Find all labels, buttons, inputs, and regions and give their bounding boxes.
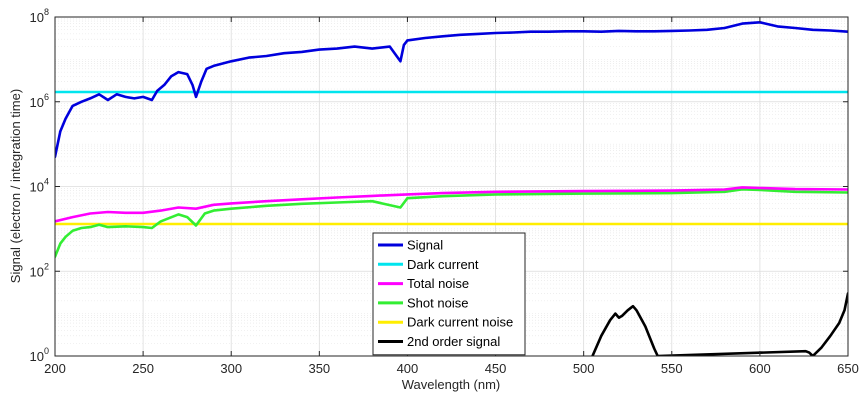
legend: Signal Dark current Total noise Shot noise D… bbox=[372, 232, 526, 356]
x-tick-label: 200 bbox=[44, 361, 66, 376]
y-tick-label: 104 bbox=[30, 177, 49, 195]
series-line-total-noise bbox=[55, 186, 848, 223]
legend-box bbox=[372, 232, 526, 356]
legend-label-total-noise: Total noise bbox=[407, 276, 469, 291]
x-tick-label: 650 bbox=[837, 361, 859, 376]
series-line-shot-noise bbox=[55, 188, 848, 259]
y-tick-label: 108 bbox=[30, 7, 49, 25]
x-axis-label: Wavelength (nm) bbox=[402, 377, 501, 392]
x-tick-label: 250 bbox=[132, 361, 154, 376]
legend-label-dark-current: Dark current bbox=[407, 257, 479, 272]
legend-label-signal: Signal bbox=[407, 238, 443, 253]
x-tick-label: 550 bbox=[661, 361, 683, 376]
x-tick-label: 500 bbox=[573, 361, 595, 376]
y-axis-label: Signal (electron / integration time) bbox=[8, 89, 23, 283]
y-tick-labels: 100 102 104 106 108 bbox=[30, 7, 49, 364]
series-line-signal bbox=[55, 20, 848, 159]
y-tick-label: 102 bbox=[30, 261, 49, 279]
y-tick-label: 106 bbox=[30, 92, 49, 110]
legend-label-shot-noise: Shot noise bbox=[407, 295, 468, 310]
x-tick-label: 350 bbox=[308, 361, 330, 376]
x-tick-labels: 200 250 300 350 400 450 500 550 600 650 bbox=[44, 361, 859, 376]
series-line-2nd-order-signal bbox=[591, 292, 848, 356]
series-layer bbox=[55, 20, 848, 356]
x-tick-label: 600 bbox=[749, 361, 771, 376]
y-tick-label: 100 bbox=[30, 346, 49, 364]
legend-label-dark-current-noise: Dark current noise bbox=[407, 315, 513, 330]
x-tick-label: 450 bbox=[485, 361, 507, 376]
legend-label-2nd-order-signal: 2nd order signal bbox=[407, 334, 500, 349]
x-tick-label: 400 bbox=[397, 361, 419, 376]
x-tick-label: 300 bbox=[220, 361, 242, 376]
